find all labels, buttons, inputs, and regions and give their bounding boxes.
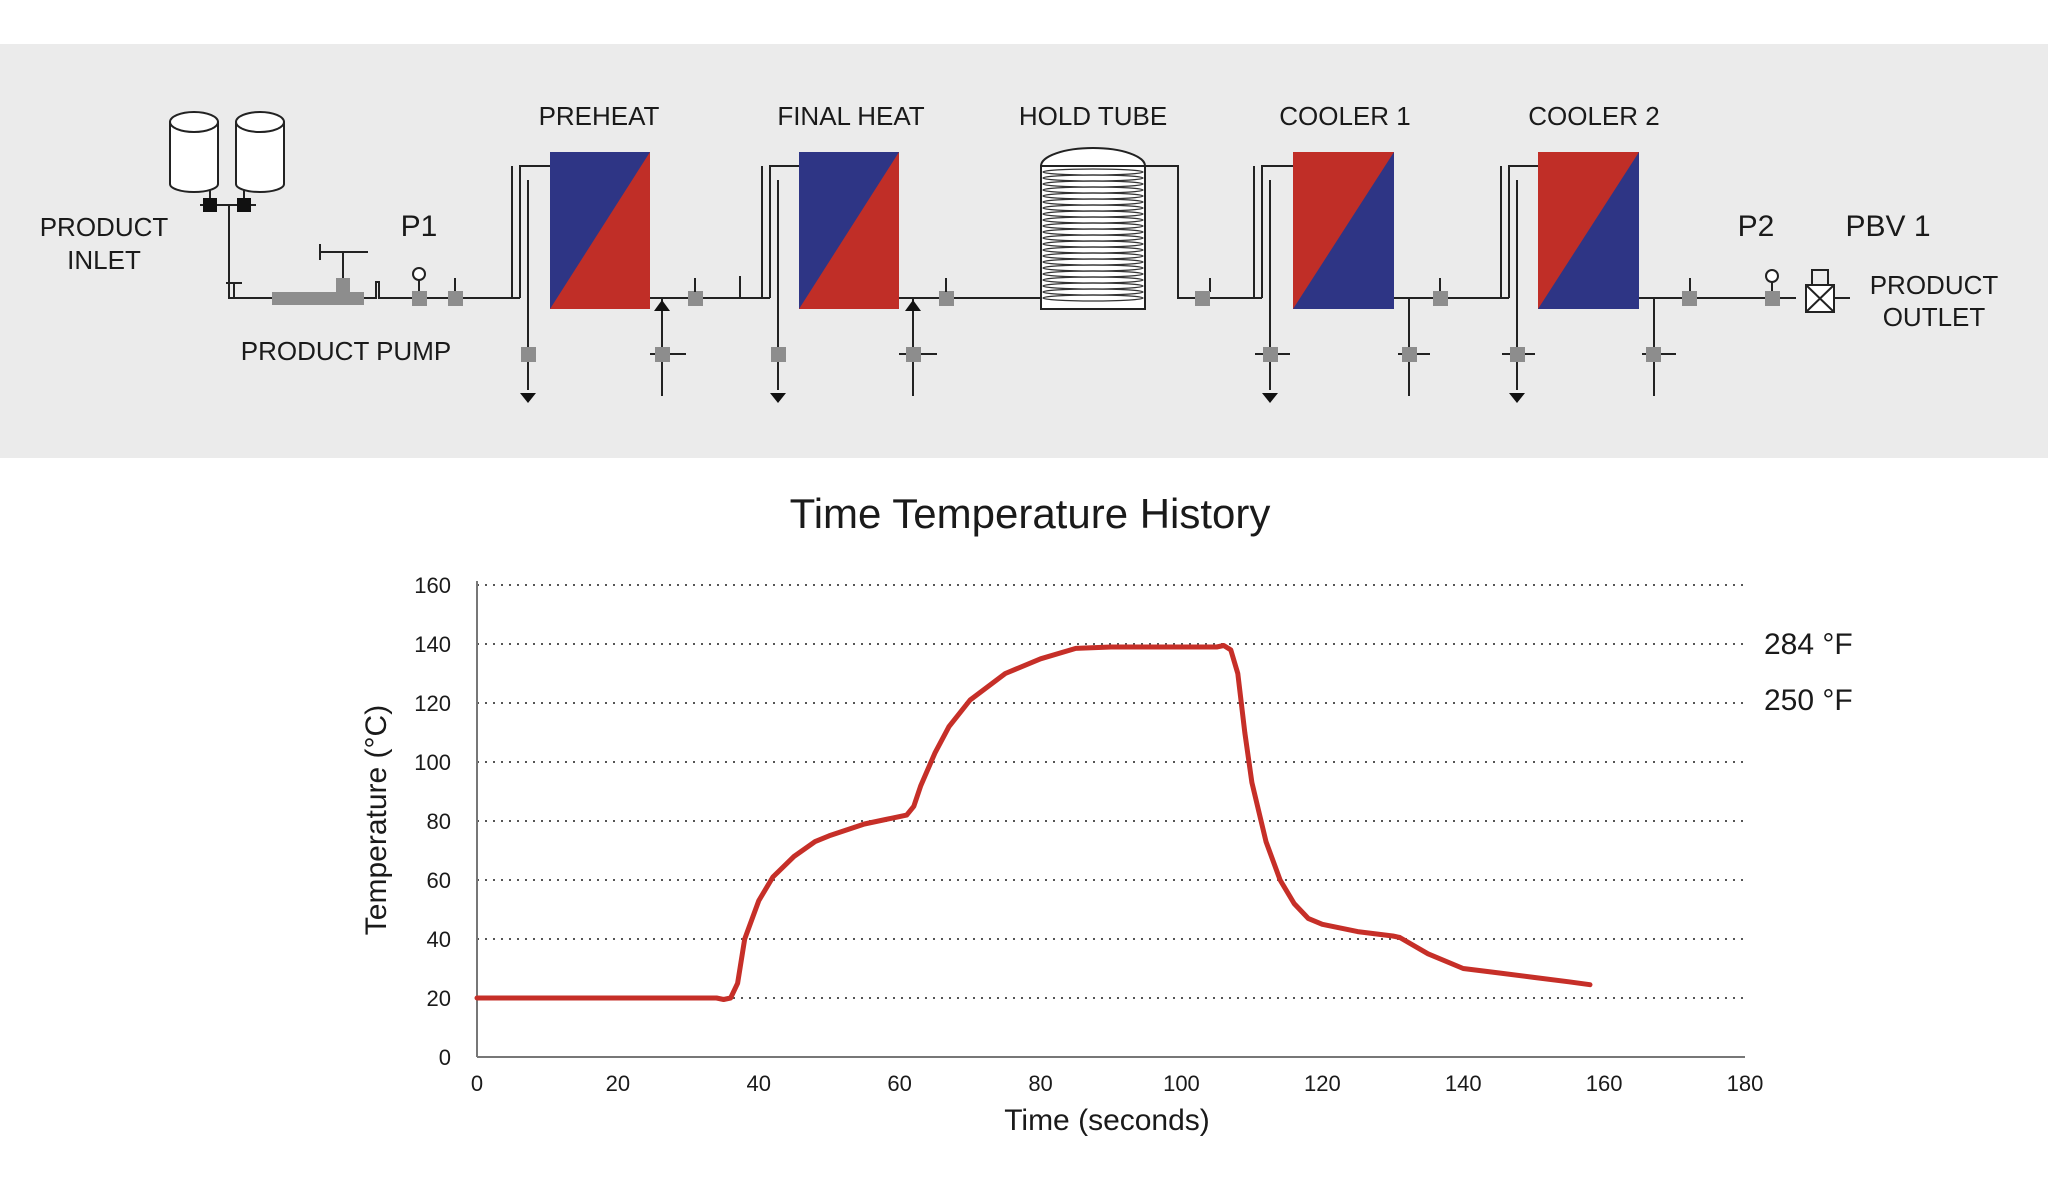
tank-left [169, 122, 219, 193]
y-tick-label: 140 [414, 632, 451, 657]
y-tick-label: 20 [427, 986, 451, 1011]
label-hold-tube: HOLD TUBE [1019, 101, 1167, 131]
x-tick-label: 0 [471, 1071, 483, 1096]
chart-gridlines [477, 584, 1745, 999]
label-product-inlet-line2: INLET [67, 245, 141, 275]
y-axis-title: Temperature (°C) [360, 705, 393, 935]
y-tick-label: 40 [427, 927, 451, 952]
final-heat-supply-valve [906, 347, 921, 362]
cooler-1-exchanger [1253, 152, 1509, 403]
cooler-2-supply-valve [1646, 347, 1661, 362]
chart-annotations: 284 °F 250 °F [1764, 628, 1853, 717]
coil-loop [1042, 294, 1144, 302]
label-product-inlet-line1: PRODUCT [40, 212, 169, 242]
cooler-1-valve [1263, 347, 1278, 362]
x-tick-label: 20 [606, 1071, 630, 1096]
hold-tube-dome [1040, 147, 1146, 167]
process-diagram: PRODUCT INLET PRODUCT PUMP P1 PREHEAT FI… [0, 44, 2048, 458]
product-tanks [169, 111, 285, 299]
pump-head [336, 278, 350, 294]
temperature-annotation: 284 °F [1764, 628, 1853, 661]
preheat-supply-arrow-icon [654, 300, 670, 311]
time-temperature-chart: Time Temperature History 0 20 40 60 80 100 120… [360, 490, 1853, 1137]
preheat-supply-valve [655, 347, 670, 362]
pump-motor-line [226, 244, 368, 298]
tank-valve-right [237, 198, 251, 212]
sensor-p1-b [448, 291, 463, 306]
cooler-1-supply-valve [1402, 347, 1417, 362]
final-heat-supply-arrow-icon [905, 300, 921, 311]
label-p2: P2 [1738, 210, 1775, 243]
final-heat-drain-arrow-icon [770, 393, 786, 403]
label-preheat: PREHEAT [539, 101, 660, 131]
x-tick-labels: 0 20 40 60 80 100 120 140 160 180 [471, 1071, 1763, 1096]
label-product-pump: PRODUCT PUMP [241, 336, 451, 366]
label-final-heat: FINAL HEAT [777, 101, 924, 131]
final-heat-out-sensor [939, 291, 954, 306]
cooler-1-panel-cool [1293, 152, 1394, 309]
pump-body [272, 292, 364, 305]
x-tick-label: 40 [747, 1071, 771, 1096]
y-tick-label: 120 [414, 691, 451, 716]
preheat-drain-arrow-icon [520, 393, 536, 403]
pressure-gauge-p1-icon [412, 267, 426, 281]
hold-tube-coil [1042, 168, 1144, 302]
pump-outlet-pipe [364, 281, 520, 299]
y-tick-label: 80 [427, 809, 451, 834]
hold-tube-body [1040, 165, 1146, 310]
pressure-gauge-p2-icon [1765, 269, 1779, 283]
y-tick-labels: 0 20 40 60 80 100 120 140 160 [414, 573, 451, 1070]
preheat-exchanger [511, 152, 758, 403]
preheat-out-sensor [688, 291, 703, 306]
tank-valve-left [203, 198, 217, 212]
cooler-2-drain-arrow-icon [1509, 393, 1525, 403]
final-heat-panel-heat [799, 152, 899, 309]
cooler-1-drain-arrow-icon [1262, 393, 1278, 403]
outlet-instruments [1765, 269, 1850, 313]
x-tick-label: 180 [1727, 1071, 1764, 1096]
sensor-p2 [1765, 291, 1780, 306]
cooler-2-panel-cool [1538, 152, 1639, 309]
sensor-p1 [412, 291, 427, 306]
y-tick-label: 0 [439, 1045, 451, 1070]
inlet-pipe [228, 205, 272, 299]
temperature-series-line [474, 643, 1593, 1002]
x-tick-label: 140 [1445, 1071, 1482, 1096]
label-cooler-1: COOLER 1 [1279, 101, 1411, 131]
y-tick-label: 160 [414, 573, 451, 598]
preheat-valve [521, 347, 536, 362]
label-cooler-2: COOLER 2 [1528, 101, 1660, 131]
cooler-2-valve [1510, 347, 1525, 362]
x-tick-label: 120 [1304, 1071, 1341, 1096]
product-pump [226, 244, 520, 305]
preheat-panel-heat [550, 152, 650, 309]
x-tick-label: 100 [1163, 1071, 1200, 1096]
x-tick-label: 80 [1028, 1071, 1052, 1096]
chart-title: Time Temperature History [790, 490, 1271, 537]
x-tick-label: 160 [1586, 1071, 1623, 1096]
cooler-1-out-sensor [1433, 291, 1448, 306]
x-tick-label: 60 [887, 1071, 911, 1096]
y-tick-label: 60 [427, 868, 451, 893]
hold-tube-out-sensor [1195, 291, 1210, 306]
hold-tube [1040, 147, 1262, 310]
cooler-2-exchanger [1500, 152, 1796, 403]
label-pbv1: PBV 1 [1845, 210, 1930, 243]
y-tick-label: 100 [414, 750, 451, 775]
final-heat-exchanger [758, 152, 1041, 403]
label-product-outlet-line2: OUTLET [1883, 302, 1986, 332]
p1-instruments [412, 267, 463, 306]
x-axis-title: Time (seconds) [1004, 1104, 1210, 1137]
cooler-2-out-sensor [1682, 291, 1697, 306]
tank-left-top [169, 111, 219, 133]
chart-axes [476, 581, 1745, 1058]
tank-right-top [235, 111, 285, 133]
final-heat-valve [771, 347, 786, 362]
label-p1: P1 [401, 210, 438, 243]
label-product-outlet-line1: PRODUCT [1870, 270, 1999, 300]
temperature-annotation: 250 °F [1764, 684, 1853, 717]
tank-right [235, 122, 285, 193]
